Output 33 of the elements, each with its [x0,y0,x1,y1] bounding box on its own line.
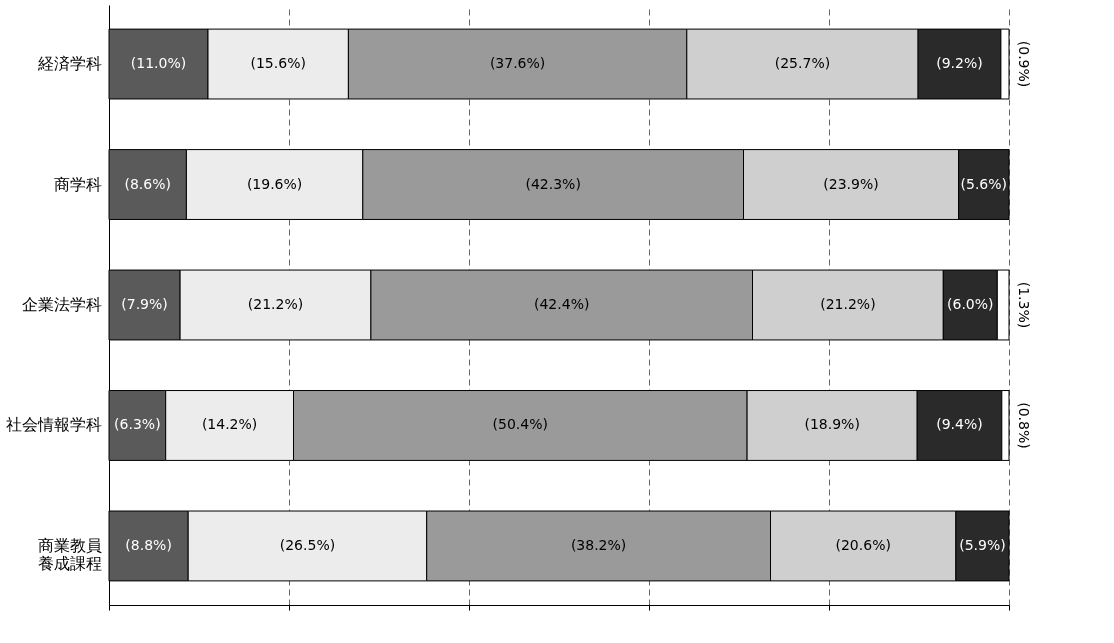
data-label: (5.6%) [960,175,1008,192]
data-label: (8.8%) [125,536,172,553]
y-tick-label: 企業法学科 [21,295,102,314]
data-label: (7.9%) [121,296,168,312]
data-label: (50.4%) [492,416,548,433]
data-label: (18.9%) [804,416,860,433]
data-label: (37.6%) [489,55,546,72]
y-tick-label: 商学科 [53,174,102,194]
data-label: (6.3%) [114,416,161,433]
y-tick-label: 経済学科 [36,54,102,74]
data-label: (5.9%) [959,536,1006,553]
data-label: (42.4%) [534,296,590,312]
data-label: (9.2%) [936,55,983,72]
data-label: (1.3%) [1016,281,1032,329]
data-label: (0.8%) [1016,402,1032,449]
y-tick-label: 商業教員養成課程 [37,535,102,573]
data-label: (20.6%) [835,536,891,553]
y-tick-label: 社会情報学科 [5,415,102,435]
data-label: (11.0%) [130,55,187,72]
data-label: (42.3%) [525,175,581,192]
data-label: (21.2%) [820,296,876,312]
data-label: (14.2%) [201,416,258,433]
data-label: (23.9%) [823,175,879,192]
data-label: (25.7%) [774,55,831,72]
data-label: (8.6%) [124,175,171,192]
data-label: (38.2%) [570,536,627,553]
data-label: (15.6%) [250,55,306,72]
data-label: (0.9%) [1016,40,1032,88]
data-label: (26.5%) [279,536,336,553]
data-label: (9.4%) [936,416,983,433]
data-label: (21.2%) [247,296,304,312]
data-label: (6.0%) [947,296,994,312]
data-label: (19.6%) [246,175,303,192]
